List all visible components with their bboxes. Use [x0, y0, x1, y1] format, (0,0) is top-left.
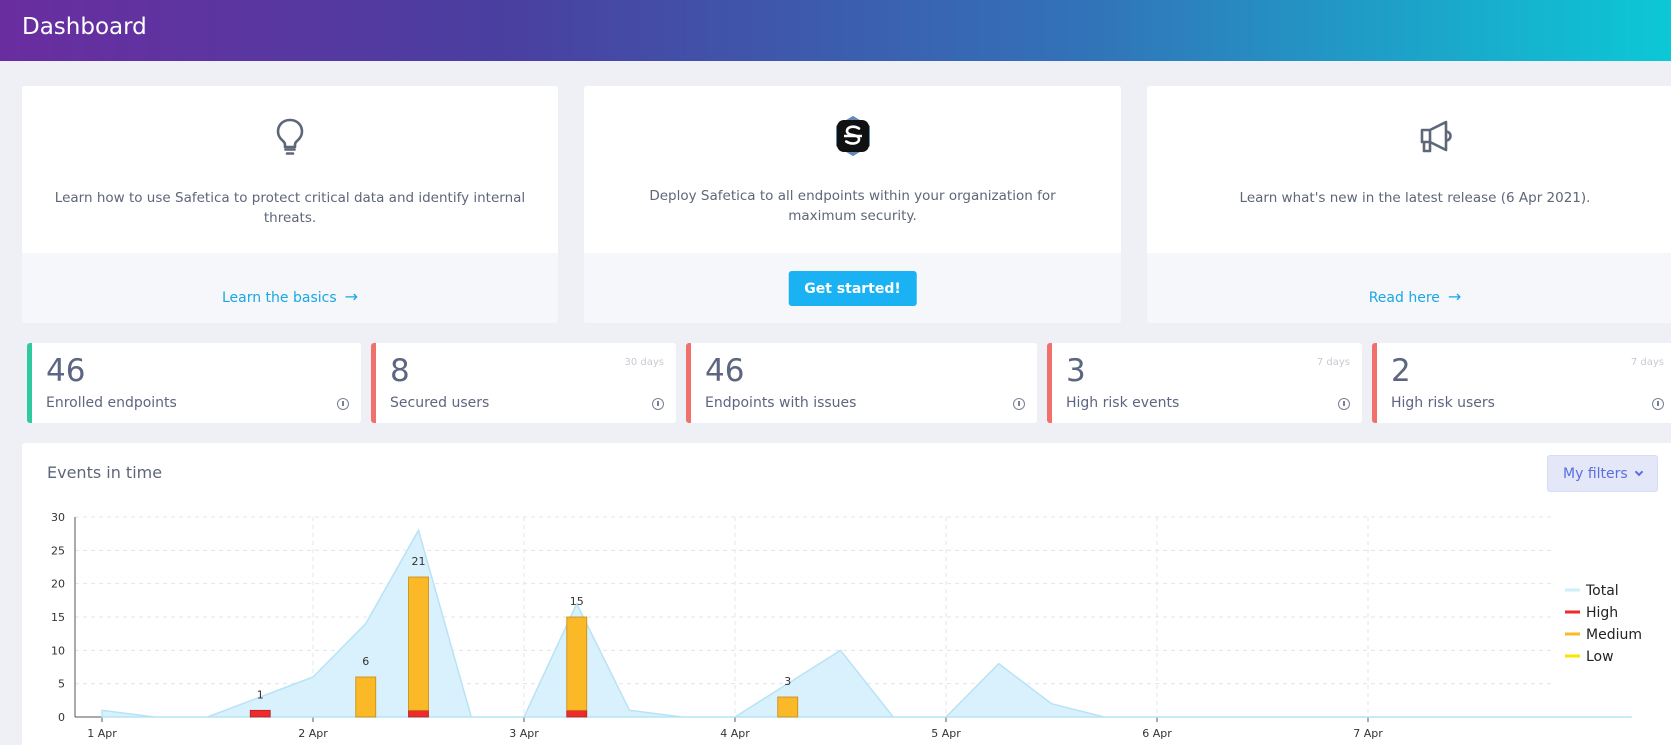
x-tick-label: 1 Apr: [87, 727, 117, 740]
stat-value: 8: [390, 353, 410, 389]
stat-label: Secured users: [390, 395, 490, 411]
legend-label: Low: [1586, 649, 1614, 665]
stat-value: 46: [705, 353, 745, 389]
info-icon[interactable]: [337, 398, 349, 410]
stat-label: High risk events: [1066, 395, 1180, 411]
bar-data-label: 6: [362, 655, 369, 668]
x-tick-label: 5 Apr: [931, 727, 961, 740]
learn-basics-text: Learn how to use Safetica to protect cri…: [54, 190, 526, 226]
bar-medium: [355, 676, 377, 718]
read-here-label[interactable]: Read here: [1368, 290, 1440, 306]
stat-secured-users[interactable]: 8 Secured users 30 days: [371, 343, 676, 423]
stat-period: 30 days: [624, 357, 664, 368]
info-icon[interactable]: [652, 398, 664, 410]
y-tick-label: 20: [51, 578, 65, 591]
stat-period: 7 days: [1316, 357, 1350, 368]
x-tick-label: 3 Apr: [509, 727, 539, 740]
bar-medium: [408, 576, 429, 711]
top-header: Dashboard: [0, 0, 1671, 61]
release-notes-text: Learn what's new in the latest release (…: [1239, 190, 1591, 206]
panel-title: Events in time: [47, 463, 163, 482]
y-tick-label: 0: [58, 711, 65, 724]
stat-high-risk-events[interactable]: 3 High risk events 7 days: [1047, 343, 1362, 423]
bar-data-label: 15: [570, 595, 584, 608]
stat-enrolled-endpoints[interactable]: 46 Enrolled endpoints: [27, 343, 361, 423]
arrow-right-icon: →: [1447, 287, 1462, 306]
deploy-text: Deploy Safetica to all endpoints within …: [649, 188, 1056, 224]
stat-value: 2: [1391, 353, 1411, 389]
read-here-link[interactable]: Read here →: [1147, 287, 1671, 306]
megaphone-icon: [1420, 120, 1452, 153]
learn-basics-label[interactable]: Learn the basics: [221, 290, 337, 306]
y-tick-label: 25: [51, 544, 65, 557]
my-filters-label[interactable]: My filters: [1563, 465, 1628, 482]
x-tick-label: 2 Apr: [298, 727, 328, 740]
bar-high: [408, 709, 429, 718]
bar-data-label: 21: [412, 555, 426, 568]
deploy-card: Deploy Safetica to all endpoints within …: [584, 86, 1121, 323]
bar-medium: [777, 696, 799, 718]
info-icon[interactable]: [1013, 398, 1025, 410]
stat-period: 7 days: [1630, 357, 1664, 368]
bar-high: [566, 709, 588, 718]
series-total-area: [101, 528, 1632, 718]
legend-label: High: [1586, 605, 1618, 621]
my-filters-button[interactable]: My filters: [1547, 455, 1658, 492]
bar-data-label: 1: [257, 688, 264, 701]
x-tick-label: 6 Apr: [1142, 727, 1172, 740]
info-icon[interactable]: [1652, 398, 1664, 410]
learn-basics-card: Learn how to use Safetica to protect cri…: [22, 86, 558, 323]
stat-high-risk-users[interactable]: 2 High risk users 7 days: [1372, 343, 1671, 423]
stat-label: Endpoints with issues: [705, 395, 857, 411]
arrow-right-icon: →: [344, 287, 359, 306]
get-started-button[interactable]: Get started!: [788, 271, 917, 306]
safetica-logo: [835, 116, 870, 156]
x-tick-label: 4 Apr: [720, 727, 750, 740]
x-tick-label: 7 Apr: [1353, 727, 1383, 740]
stat-label: Enrolled endpoints: [46, 395, 177, 411]
y-tick-label: 10: [51, 644, 65, 657]
y-tick-label: 5: [58, 678, 65, 691]
legend-label: Total: [1585, 583, 1619, 599]
page-title: Dashboard: [22, 14, 147, 40]
y-tick-label: 30: [51, 511, 65, 524]
bar-data-label: 3: [784, 675, 791, 688]
stat-value: 3: [1066, 353, 1086, 389]
bar-medium: [566, 616, 588, 711]
stat-value: 46: [46, 353, 86, 389]
lightbulb-icon: [276, 118, 304, 155]
stat-endpoints-with-issues[interactable]: 46 Endpoints with issues: [686, 343, 1037, 423]
legend-label: Medium: [1586, 627, 1642, 643]
bar-high: [249, 709, 271, 718]
info-icon[interactable]: [1338, 398, 1350, 410]
release-notes-card: Learn what's new in the latest release (…: [1147, 86, 1671, 323]
learn-basics-link[interactable]: Learn the basics →: [22, 287, 558, 306]
stat-label: High risk users: [1391, 395, 1495, 411]
y-tick-label: 15: [51, 611, 65, 624]
